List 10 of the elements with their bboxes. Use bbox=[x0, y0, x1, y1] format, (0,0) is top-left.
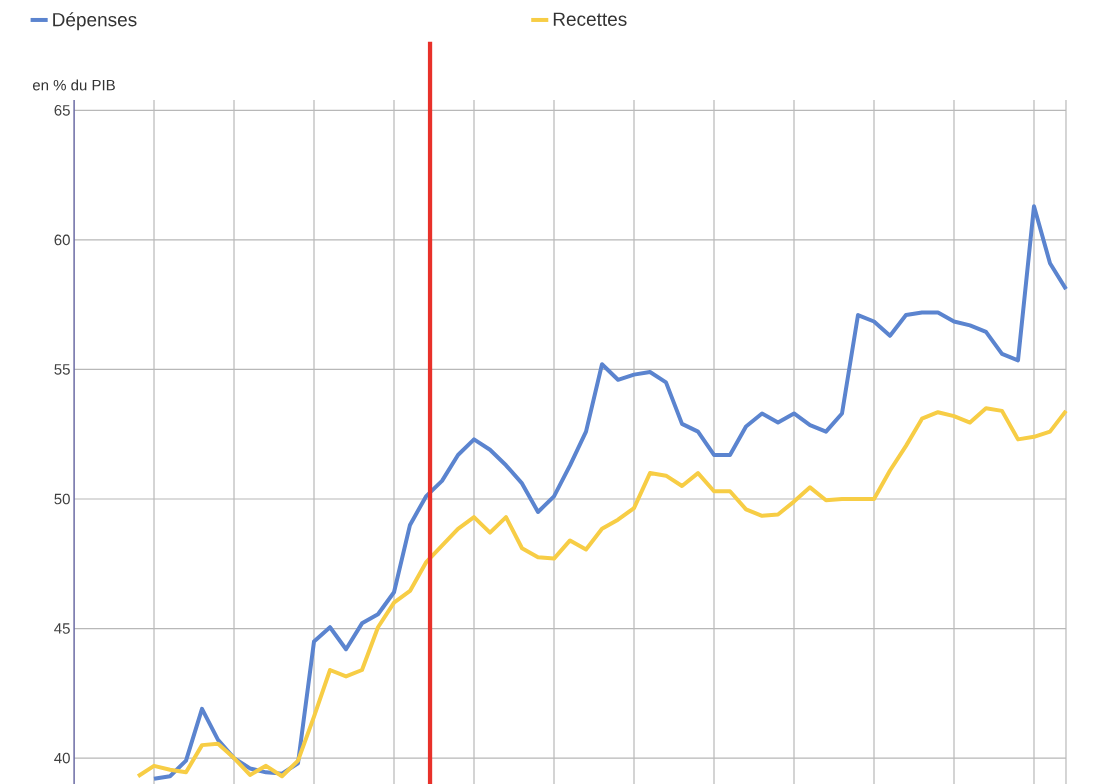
y-tick-label: 50 bbox=[54, 493, 70, 505]
legend-label: Dépenses bbox=[53, 12, 137, 31]
y-tick-label: 40 bbox=[54, 752, 70, 764]
y-tick-label: 60 bbox=[54, 234, 70, 246]
y-tick-label: 45 bbox=[54, 623, 70, 634]
y-axis-title: en % du PIB bbox=[32, 79, 115, 91]
y-tick-label: 55 bbox=[54, 364, 70, 375]
legend-label: Recettes bbox=[553, 12, 627, 26]
line-series bbox=[152, 204, 1068, 781]
y-tick-label: 65 bbox=[54, 105, 70, 116]
